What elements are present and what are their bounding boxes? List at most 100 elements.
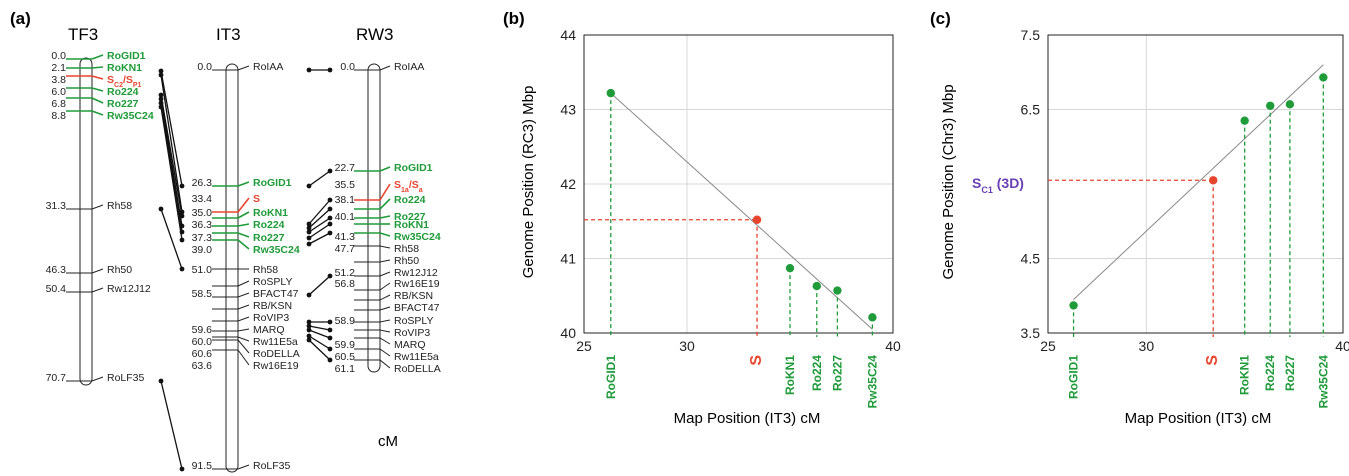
x-axis-label-b: Map Position (IT3) cM: [674, 410, 821, 427]
connector-line: [308, 329, 331, 339]
connector-dot: [158, 92, 164, 98]
marker-name: RoDELLA: [394, 363, 441, 375]
marker-position: 35.0: [192, 207, 213, 219]
marker-position: 0.0: [197, 61, 212, 73]
marker-position: 46.3: [46, 264, 67, 276]
y-axis-label-b: Genome Position (RC3) Mbp: [520, 86, 537, 279]
connector-dot: [306, 67, 312, 73]
connector-dot: [306, 327, 312, 333]
marker-leader: [237, 211, 250, 219]
marker-name: Rh58: [107, 200, 132, 212]
marker-position: 31.3: [46, 200, 67, 212]
connector-dot: [306, 225, 312, 231]
marker-position: 6.0: [51, 86, 66, 98]
x-tick-label: 30: [679, 338, 695, 354]
marker-position: 6.8: [51, 98, 66, 110]
marker-position: 26.3: [192, 177, 213, 189]
marker-position: 91.5: [192, 460, 213, 472]
marker-position: 60.6: [192, 348, 213, 360]
connector-dot: [179, 266, 185, 272]
connector-dot: [306, 292, 312, 298]
connector-dot: [327, 357, 333, 363]
marker-leader: [91, 110, 104, 116]
point-label: Ro224: [1263, 355, 1277, 391]
marker-position: 2.1: [51, 62, 66, 74]
marker-name: RoKN1: [394, 219, 429, 231]
marker-leader: [379, 198, 391, 210]
panel-b-letter: (b): [503, 9, 525, 28]
marker-leader: [91, 54, 104, 60]
point-label: Ro224: [810, 355, 824, 391]
connector-dot: [327, 335, 333, 341]
connector-dot: [158, 100, 164, 106]
y-tick-label: 3.5: [1021, 325, 1041, 341]
connector-line: [160, 380, 183, 470]
point-label: Ro227: [1283, 355, 1297, 391]
linkage-map-panel: (a) TF3 IT3 RW3 cM 0.0 RoGID1 2.1 RoKN1 3.8 S…: [10, 9, 441, 473]
marker-position: 50.4: [46, 283, 67, 295]
point-label: Rw35C24: [865, 355, 879, 409]
point-label: RoKN1: [1238, 355, 1252, 395]
connector-dot: [158, 104, 164, 110]
marker-leader: [237, 232, 250, 238]
marker-leader: [379, 215, 391, 219]
marker-name: BFACT47: [394, 302, 440, 314]
marker-name: Rw11E5a: [253, 336, 298, 348]
marker-position: 40.1: [335, 211, 356, 223]
marker-leader: [379, 282, 391, 291]
data-point: [606, 88, 615, 98]
marker-name: Rw35C24: [107, 110, 154, 122]
marker-name: RoVIP3: [253, 312, 289, 324]
marker-position: 56.8: [335, 278, 356, 290]
connector-dot: [327, 273, 333, 279]
marker-position: 33.4: [192, 193, 213, 205]
y-tick-label: 7.5: [1021, 27, 1041, 43]
marker-leader: [379, 319, 391, 323]
marker-position: 70.7: [46, 372, 67, 384]
data-point: [1319, 73, 1328, 82]
marker-position: 51.0: [192, 264, 213, 276]
marker-name: MARQ: [394, 339, 426, 351]
connector-dot: [179, 466, 185, 472]
map-title-tf3: TF3: [68, 25, 98, 44]
marker-name: RoSPLY: [394, 315, 434, 327]
marker-leader: [91, 75, 104, 80]
connector-dot: [327, 319, 333, 325]
marker-name: Rw35C24: [253, 244, 300, 256]
y-tick-label: 44: [560, 27, 576, 43]
marker-name: Rh50: [107, 264, 132, 276]
marker-name: RoGID1: [107, 50, 146, 62]
marker-position: 41.3: [335, 231, 356, 243]
marker-leader: [379, 359, 391, 369]
connector-dot: [306, 183, 312, 189]
marker-name: RoGID1: [394, 162, 433, 174]
x-tick-label: 25: [1040, 338, 1056, 354]
connector-dot: [327, 67, 333, 73]
connector-dot: [158, 206, 164, 212]
marker-position: 58.5: [192, 288, 213, 300]
marker-name: S: [253, 193, 260, 205]
marker-name: Ro227: [107, 98, 139, 110]
connector-line: [308, 223, 331, 239]
panel-a-letter: (a): [10, 9, 31, 28]
connector-dot: [327, 197, 333, 203]
marker-name: Ro224: [107, 86, 139, 98]
marker-leader: [379, 337, 391, 345]
marker-position: 37.3: [192, 232, 213, 244]
connector-dot: [179, 237, 185, 243]
marker-position: 47.7: [335, 243, 356, 255]
trend-line: [610, 92, 873, 330]
marker-name: BFACT47: [253, 288, 299, 300]
data-point: [1209, 176, 1218, 185]
connector-line: [160, 94, 183, 217]
connector-dot: [158, 378, 164, 384]
marker-leader: [91, 66, 104, 69]
y-tick-label: 41: [560, 251, 576, 267]
connector-dot: [306, 319, 312, 325]
marker-leader: [379, 166, 391, 172]
connector-dot: [306, 241, 312, 247]
marker-name: RoDELLA: [253, 348, 300, 360]
marker-leader: [237, 339, 250, 354]
point-label: S: [748, 355, 765, 366]
marker-name: Rw12J12: [107, 283, 151, 295]
